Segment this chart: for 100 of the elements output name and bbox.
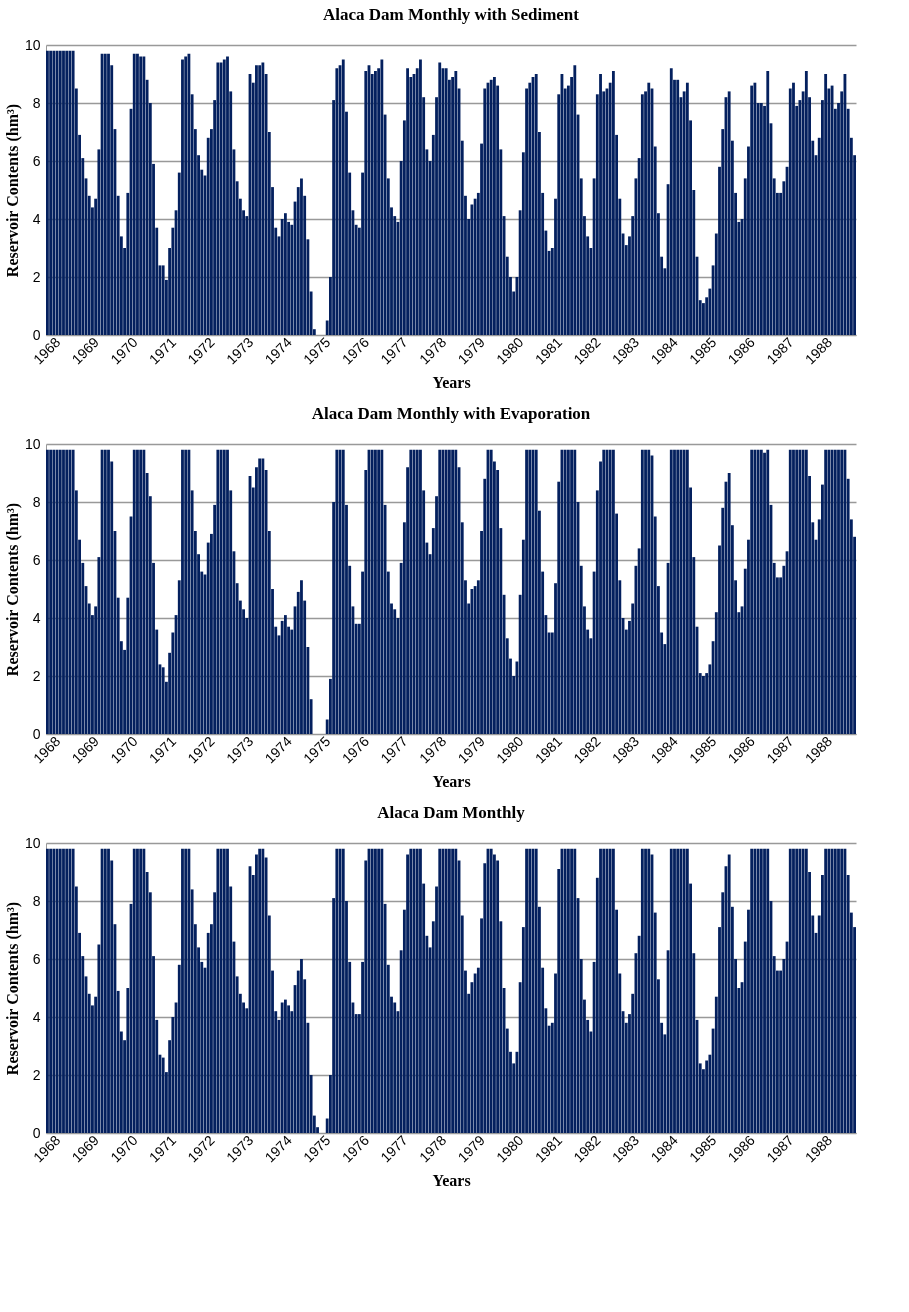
bar bbox=[46, 50, 49, 335]
bar bbox=[750, 449, 754, 734]
bar bbox=[640, 449, 644, 734]
bar bbox=[647, 449, 651, 734]
bar bbox=[419, 848, 422, 1133]
bar bbox=[759, 103, 763, 335]
bar bbox=[525, 449, 528, 734]
bar bbox=[756, 449, 760, 734]
bar bbox=[46, 449, 49, 734]
y-tick-label: 4 bbox=[32, 1008, 41, 1025]
bar bbox=[673, 848, 676, 1133]
bar bbox=[283, 999, 287, 1133]
bar bbox=[837, 449, 840, 734]
x-axis-title: Years bbox=[432, 1172, 471, 1190]
bar bbox=[187, 848, 191, 1133]
y-tick-label: 6 bbox=[32, 950, 41, 967]
y-axis-title: Reservoir Contents (hm³) bbox=[3, 901, 22, 1076]
bar bbox=[447, 449, 451, 734]
bar bbox=[187, 449, 191, 734]
bar bbox=[181, 449, 184, 734]
y-tick-label: 2 bbox=[32, 1066, 41, 1083]
bar bbox=[283, 615, 287, 734]
bar bbox=[107, 848, 110, 1133]
y-tick-label: 8 bbox=[32, 892, 41, 909]
y-tick-label: 4 bbox=[32, 609, 41, 626]
bar bbox=[647, 848, 651, 1133]
bar bbox=[49, 50, 53, 335]
bar bbox=[763, 452, 766, 734]
bar bbox=[702, 676, 705, 734]
bar bbox=[136, 53, 139, 335]
bar bbox=[380, 59, 384, 335]
bar bbox=[419, 59, 422, 335]
bar bbox=[142, 848, 146, 1133]
bar bbox=[261, 62, 265, 335]
y-tick-label: 10 bbox=[24, 435, 41, 452]
bar bbox=[377, 848, 381, 1133]
bar bbox=[419, 449, 422, 734]
bar bbox=[759, 848, 763, 1133]
bar bbox=[258, 848, 262, 1133]
bar bbox=[727, 91, 731, 335]
bar bbox=[261, 848, 265, 1133]
bar bbox=[804, 71, 808, 335]
bar bbox=[181, 848, 184, 1133]
bar bbox=[824, 74, 828, 335]
bar bbox=[451, 848, 455, 1133]
bar bbox=[788, 848, 792, 1133]
bar bbox=[566, 848, 570, 1133]
bar bbox=[107, 449, 110, 734]
bar bbox=[49, 449, 53, 734]
bar bbox=[280, 1002, 284, 1133]
bar bbox=[454, 449, 458, 734]
bar bbox=[766, 71, 770, 335]
bar bbox=[142, 56, 146, 335]
y-tick-label: 8 bbox=[32, 94, 41, 111]
bar bbox=[727, 854, 731, 1133]
bar bbox=[406, 68, 409, 335]
bar bbox=[136, 449, 139, 734]
bar bbox=[470, 589, 474, 734]
bar bbox=[750, 85, 754, 335]
bar bbox=[184, 848, 188, 1133]
chart-title: Alaca Dam Monthly with Evaporation bbox=[311, 404, 591, 423]
x-axis-title: Years bbox=[432, 374, 471, 392]
bar bbox=[669, 848, 673, 1133]
bar bbox=[261, 458, 265, 734]
y-tick-label: 0 bbox=[32, 326, 41, 343]
bar bbox=[647, 82, 651, 335]
bar bbox=[753, 449, 757, 734]
chart-title: Alaca Dam Monthly bbox=[377, 803, 526, 822]
bar bbox=[377, 449, 381, 734]
bar bbox=[644, 848, 647, 1133]
bar bbox=[46, 848, 49, 1133]
bar bbox=[573, 65, 577, 335]
bar bbox=[255, 65, 258, 335]
bar bbox=[300, 959, 303, 1133]
bar bbox=[454, 848, 458, 1133]
bar bbox=[142, 449, 146, 734]
bar bbox=[283, 213, 287, 335]
bar bbox=[756, 848, 760, 1133]
bar bbox=[132, 53, 136, 335]
bar bbox=[139, 449, 143, 734]
bar bbox=[792, 82, 795, 335]
bar bbox=[300, 178, 303, 335]
y-tick-label: 10 bbox=[24, 834, 41, 851]
y-tick-label: 0 bbox=[32, 1124, 41, 1141]
bar bbox=[669, 449, 673, 734]
bar bbox=[380, 848, 384, 1133]
bar bbox=[837, 848, 840, 1133]
bar bbox=[766, 848, 770, 1133]
bar bbox=[788, 449, 792, 734]
bar bbox=[380, 449, 384, 734]
bar bbox=[62, 50, 65, 335]
bar bbox=[611, 71, 615, 335]
bar bbox=[676, 79, 680, 335]
bar bbox=[804, 449, 808, 734]
y-tick-label: 6 bbox=[32, 551, 41, 568]
bar bbox=[570, 449, 574, 734]
bar bbox=[792, 449, 795, 734]
bar bbox=[685, 449, 689, 734]
bar bbox=[226, 848, 229, 1133]
y-tick-label: 10 bbox=[24, 36, 41, 53]
